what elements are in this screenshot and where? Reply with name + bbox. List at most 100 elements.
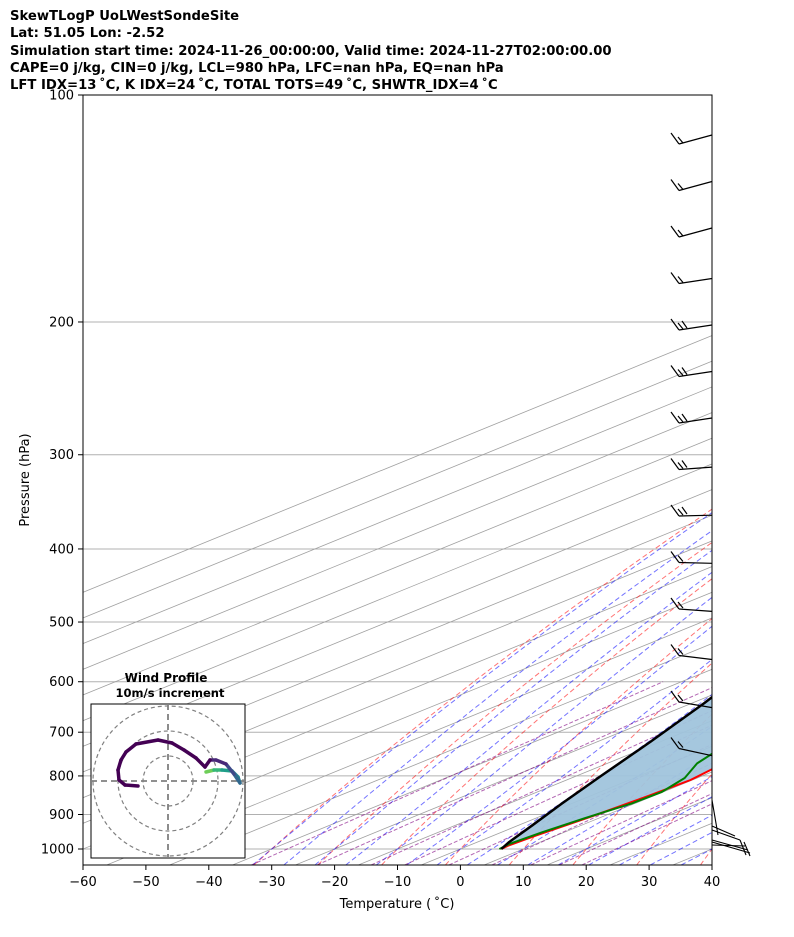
wind-barb <box>670 504 713 517</box>
indices-line-1: CAPE=0 j/kg, CIN=0 j/kg, LCL=980 hPa, LF… <box>10 60 504 76</box>
y-axis-ticks: 100 200 300 400 500 600 700 800 900 1000 <box>41 89 83 858</box>
dewpoint-line <box>498 752 712 850</box>
wind-barb <box>670 365 713 378</box>
temperature-line <box>500 768 712 850</box>
wind-barb <box>670 318 713 331</box>
dry-adiabat-line <box>700 848 712 865</box>
wind-barb <box>670 690 713 709</box>
y-tick-label: 800 <box>49 769 74 784</box>
hodograph-trace-segment <box>170 741 186 752</box>
moist-adiabat-line <box>314 549 712 865</box>
wind-barbs <box>670 132 751 857</box>
dry-adiabat-line <box>445 617 712 865</box>
wind-barb <box>670 225 713 238</box>
time-line: Simulation start time: 2024-11-26_00:00:… <box>10 43 612 59</box>
parcel-path-line <box>500 695 712 850</box>
isotherm-line <box>106 617 712 865</box>
isotherm-line <box>83 591 712 850</box>
surface-wind-barbs <box>711 799 751 857</box>
hodograph-trace-segment <box>124 742 138 754</box>
x-axis-ticks: −60 −50 −40 −30 −20 −10 0 10 20 30 40 <box>69 865 720 890</box>
isotherm-line <box>232 668 712 865</box>
moist-adiabat-line <box>283 530 712 865</box>
chart-header: SkewTLogP UoLWestSondeSite Lat: 51.05 Lo… <box>10 8 612 94</box>
wind-barb <box>670 272 713 285</box>
location-line: Lat: 51.05 Lon: -2.52 <box>10 26 165 42</box>
x-tick-label: 30 <box>641 875 658 890</box>
indices-line-2: LFT IDX=13 ˚C, K IDX=24 ˚C, TOTAL TOTS=4… <box>10 78 498 94</box>
x-tick-label: −30 <box>258 875 285 890</box>
mixing-ratio-line <box>404 724 712 865</box>
y-axis-label: Pressure (hPa) <box>18 433 33 526</box>
wind-barb <box>670 132 713 145</box>
y-tick-label: 700 <box>49 726 74 741</box>
y-tick-label: 600 <box>49 675 74 690</box>
moist-adiabat-line <box>557 775 712 865</box>
hodograph-trace-segment <box>224 762 236 776</box>
x-tick-label: −40 <box>195 875 222 890</box>
y-tick-label: 200 <box>49 315 74 330</box>
moist-adiabat-line <box>252 512 712 865</box>
wind-profile-plot <box>91 704 245 858</box>
x-tick-label: 20 <box>578 875 595 890</box>
isotherm-line <box>83 360 712 619</box>
wind-profile-inset: Wind Profile 10m/s increment <box>90 671 246 859</box>
mixing-ratio-line <box>316 687 712 865</box>
isotherm-line <box>358 720 712 865</box>
wind-barb <box>670 737 713 757</box>
y-tick-label: 300 <box>49 448 74 463</box>
y-tick-label: 500 <box>49 616 74 631</box>
wind-profile-title: Wind Profile <box>125 671 208 685</box>
wind-profile-subtitle: 10m/s increment <box>116 686 225 700</box>
mixing-ratio-line <box>581 803 712 865</box>
hodograph-trace-segment <box>134 738 160 746</box>
wind-barb <box>670 411 713 424</box>
isotherm-line <box>83 437 712 696</box>
y-tick-label: 100 <box>49 89 74 104</box>
x-tick-label: 0 <box>456 875 464 890</box>
moist-adiabat-line <box>406 625 712 865</box>
hodograph-trace-segment <box>194 756 207 769</box>
isotherm-line <box>83 386 712 645</box>
x-tick-label: −60 <box>69 875 96 890</box>
moist-adiabat-line <box>527 752 712 865</box>
hodograph-trace-segment <box>156 738 174 745</box>
mixing-ratio-line <box>370 710 712 865</box>
sounding-lines <box>498 695 712 850</box>
chart-title: SkewTLogP UoLWestSondeSite <box>10 9 240 24</box>
dry-adiabat-line <box>764 95 794 865</box>
isotherm-line <box>83 335 712 593</box>
x-tick-label: 10 <box>515 875 532 890</box>
x-tick-label: −50 <box>132 875 159 890</box>
moist-adiabat-line <box>466 693 712 865</box>
wind-barb <box>670 597 713 612</box>
cin-shaded-area <box>501 697 712 849</box>
wind-barb <box>670 551 713 564</box>
wind-barb <box>670 179 713 192</box>
moist-adiabat-line <box>436 658 712 865</box>
mixing-ratio-line <box>530 780 712 865</box>
x-tick-label: −20 <box>321 875 348 890</box>
isotherm-line <box>169 643 712 865</box>
isotherm-line <box>83 566 712 824</box>
y-tick-label: 1000 <box>41 843 74 858</box>
wind-barb <box>670 644 713 661</box>
isotherm-line <box>421 745 712 865</box>
isotherm-line <box>295 694 712 865</box>
isotherm-line <box>83 463 712 722</box>
dry-adiabat-line <box>381 578 712 865</box>
hodograph-trace-segment <box>232 772 242 785</box>
dry-adiabat-line <box>253 508 712 865</box>
moist-adiabat-line <box>345 571 712 865</box>
hodograph-trace-segment <box>182 748 198 760</box>
mixing-ratio-line <box>559 793 712 865</box>
x-tick-label: −10 <box>384 875 411 890</box>
y-tick-label: 400 <box>49 542 74 557</box>
dry-adiabat-line <box>636 773 712 865</box>
mixing-ratio-line <box>251 681 664 865</box>
wind-barb <box>670 458 713 471</box>
hodograph-trace-segment <box>123 783 140 788</box>
hodograph-trace-segment <box>214 758 228 766</box>
moist-adiabat-line <box>375 596 712 865</box>
